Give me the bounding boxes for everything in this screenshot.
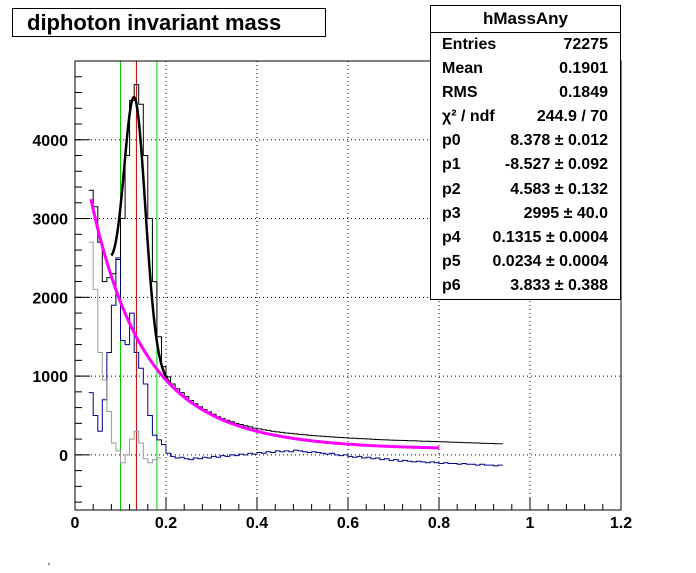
background-fit-curve <box>89 198 440 450</box>
stats-title: hMassAny <box>431 6 620 33</box>
y-tick-label: 3000 <box>32 212 68 229</box>
fit-curves <box>89 95 440 450</box>
stats-label: p6 <box>442 276 461 294</box>
stats-label: p1 <box>442 156 461 174</box>
stats-row: Mean 0.1901 <box>431 57 620 81</box>
stats-box: hMassAny Entries 72275 Mean 0.1901 RMS 0.1849… <box>430 5 621 300</box>
stats-row: p5 0.0234 ± 0.0004 <box>431 250 620 274</box>
stats-value: 0.1849 <box>559 84 608 102</box>
stats-row: p3 2995 ± 40.0 <box>431 202 620 226</box>
histogram-line <box>88 84 503 445</box>
x-tick-label: 1 <box>526 515 535 532</box>
stats-value: 0.0234 ± 0.0004 <box>492 252 608 270</box>
y-tick-label: 1000 <box>32 369 68 386</box>
histogram-line <box>88 241 162 464</box>
stats-label: p5 <box>442 252 461 270</box>
total-fit-curve <box>110 95 181 395</box>
stats-row: p0 8.378 ± 0.012 <box>431 129 620 153</box>
x-tick-label: 0.2 <box>155 515 177 532</box>
stats-row: p2 4.583 ± 0.132 <box>431 178 620 202</box>
x-tick-label: 0.6 <box>337 515 359 532</box>
histogram-line <box>88 257 503 467</box>
x-tick-label: 0.4 <box>246 515 268 532</box>
y-tick-label: 0 <box>59 448 68 465</box>
bottom-mark: ' <box>48 562 50 573</box>
stats-row: Entries 72275 <box>431 33 620 57</box>
stats-label: p3 <box>442 204 461 222</box>
axes: 0 0.2 0.4 0.6 0.8 1 1.2 0 1000 2000 3000 4000 <box>32 76 632 532</box>
stats-row: RMS 0.1849 <box>431 81 620 105</box>
stats-value: 3.833 ± 0.388 <box>510 276 608 294</box>
y-tick-label: 2000 <box>32 290 68 307</box>
stats-label: Mean <box>442 60 483 78</box>
stats-label: RMS <box>442 84 478 102</box>
stats-label: p0 <box>442 132 461 150</box>
stats-label: p2 <box>442 180 461 198</box>
stats-label: p4 <box>442 228 461 246</box>
stats-value: -8.527 ± 0.092 <box>504 156 608 174</box>
plot-title: diphoton invariant mass <box>12 8 326 37</box>
stats-row: p4 0.1315 ± 0.0004 <box>431 226 620 250</box>
stats-value: 0.1901 <box>559 60 608 78</box>
stats-rows: Entries 72275 Mean 0.1901 RMS 0.1849 χ² / ndf 2… <box>431 33 620 298</box>
stats-row: χ² / ndf 244.9 / 70 <box>431 105 620 129</box>
stats-label: χ² / ndf <box>442 108 495 126</box>
histogram-series <box>88 84 503 467</box>
stats-row: p1 -8.527 ± 0.092 <box>431 153 620 177</box>
stats-label: Entries <box>442 36 497 53</box>
x-tick-label: 0 <box>71 515 80 532</box>
stats-value: 2995 ± 40.0 <box>523 204 608 222</box>
x-tick-label: 1.2 <box>610 515 632 532</box>
stats-value: 8.378 ± 0.012 <box>510 132 608 150</box>
x-tick-label: 0.8 <box>428 515 450 532</box>
stats-row: p6 3.833 ± 0.388 <box>431 274 620 298</box>
stats-value: 244.9 / 70 <box>536 108 608 126</box>
stats-value: 72275 <box>563 36 609 53</box>
stats-value: 0.1315 ± 0.0004 <box>492 228 608 246</box>
stats-value: 4.583 ± 0.132 <box>510 180 608 198</box>
y-tick-label: 4000 <box>32 133 68 150</box>
